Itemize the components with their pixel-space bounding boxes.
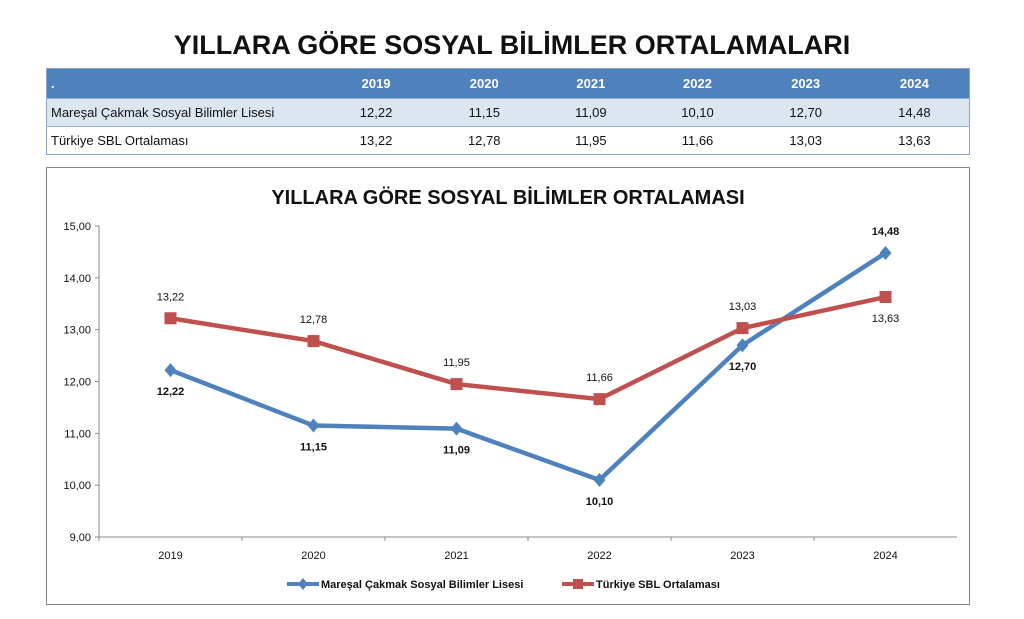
cell: 11,66 (643, 126, 752, 155)
series-line (169, 251, 887, 483)
data-point-diamond (450, 421, 463, 436)
row-label: Türkiye SBL Ortalaması (46, 126, 322, 155)
x-tick-label: 2024 (873, 550, 897, 562)
table-header-row: . 2019 2020 2021 2022 2023 2024 (46, 68, 970, 99)
data-label: 13,63 (872, 313, 900, 325)
header-year: 2020 (430, 68, 539, 99)
legend-marker (573, 579, 583, 589)
data-label: 14,48 (872, 226, 900, 238)
table-row: Türkiye SBL Ortalaması 13,22 12,78 11,95… (46, 126, 970, 155)
data-label: 13,03 (729, 301, 757, 313)
data-label: 11,95 (443, 357, 470, 369)
x-tick-label: 2019 (158, 550, 182, 562)
y-tick-label: 13,00 (63, 325, 91, 337)
data-point-square (879, 291, 892, 304)
legend-marker (298, 578, 308, 590)
header-year: 2022 (643, 68, 752, 99)
chart-area: YILLARA GÖRE SOSYAL BİLİMLER ORTALAMASI 9… (46, 167, 970, 605)
y-tick-label: 9,00 (70, 532, 91, 544)
data-table: . 2019 2020 2021 2022 2023 2024 Mareşal … (46, 68, 970, 155)
cell: 11,15 (430, 98, 539, 127)
y-tick-label: 12,00 (63, 377, 91, 389)
data-label: 10,10 (586, 496, 614, 508)
data-point-square (593, 393, 606, 406)
legend-label: Türkiye SBL Ortalaması (596, 579, 720, 591)
table-row: Mareşal Çakmak Sosyal Bilimler Lisesi 12… (46, 98, 970, 127)
cell: 13,22 (322, 126, 431, 155)
data-point-square (307, 335, 320, 348)
page-title: YILLARA GÖRE SOSYAL BİLİMLER ORTALAMALAR… (173, 30, 851, 60)
cell: 12,78 (430, 126, 539, 155)
cell: 14,48 (859, 98, 970, 127)
data-point-square (164, 312, 177, 325)
data-label: 11,15 (300, 442, 327, 454)
data-point-diamond (736, 338, 749, 353)
data-point-diamond (879, 245, 892, 260)
data-point-diamond (307, 418, 320, 433)
cell: 10,10 (643, 98, 752, 127)
y-tick-label: 14,00 (63, 273, 91, 285)
data-label: 12,22 (157, 386, 185, 398)
cell: 12,70 (751, 98, 860, 127)
x-tick-label: 2023 (730, 550, 754, 562)
data-label: 11,09 (443, 445, 470, 457)
y-tick-label: 15,00 (63, 221, 91, 233)
data-point-square (450, 378, 463, 391)
data-label: 11,66 (586, 372, 613, 384)
chart-title: YILLARA GÖRE SOSYAL BİLİMLER ORTALAMASI (271, 186, 744, 209)
x-tick-label: 2021 (444, 550, 468, 562)
y-tick-label: 10,00 (63, 480, 91, 492)
data-label: 12,78 (300, 314, 328, 326)
line-chart: YILLARA GÖRE SOSYAL BİLİMLER ORTALAMASI 9… (63, 186, 957, 591)
data-label: 12,70 (729, 361, 757, 373)
y-tick-label: 11,00 (64, 428, 91, 440)
cell: 11,95 (538, 126, 644, 155)
data-point-diamond (593, 472, 606, 487)
header-year: 2024 (859, 68, 970, 99)
cell: 13,63 (859, 126, 970, 155)
data-point-square (736, 322, 749, 335)
legend-label: Mareşal Çakmak Sosyal Bilimler Lisesi (321, 579, 523, 591)
cell: 11,09 (538, 98, 644, 127)
header-year: 2021 (538, 68, 644, 99)
series-line (170, 294, 886, 402)
cell: 13,03 (751, 126, 860, 155)
header-corner: . (46, 68, 322, 99)
header-year: 2019 (322, 68, 431, 99)
cell: 12,22 (322, 98, 431, 127)
row-label: Mareşal Çakmak Sosyal Bilimler Lisesi (46, 98, 322, 127)
header-year: 2023 (751, 68, 860, 99)
x-tick-label: 2020 (301, 550, 325, 562)
data-label: 13,22 (157, 291, 185, 303)
x-tick-label: 2022 (587, 550, 611, 562)
data-point-diamond (164, 363, 177, 378)
